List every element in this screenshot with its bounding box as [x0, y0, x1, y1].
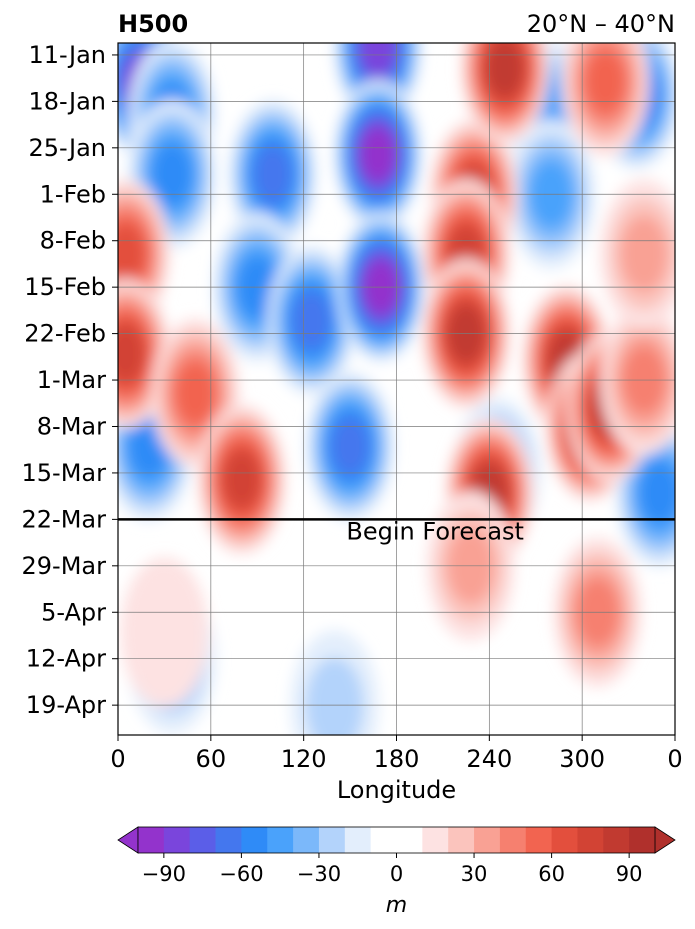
- y-tick-label: 18-Jan: [28, 87, 106, 115]
- colorbar-tick-label: −60: [219, 862, 263, 886]
- anomaly-contour: [487, 43, 523, 96]
- anomaly-contour: [223, 451, 261, 508]
- x-tick-label: 180: [374, 745, 420, 773]
- colorbar-tick-label: 90: [616, 862, 643, 886]
- colorbar-segment: [241, 827, 268, 853]
- y-tick-label: 1-Feb: [40, 180, 106, 208]
- anomaly-contour: [253, 145, 292, 204]
- x-tick-label: 120: [281, 745, 327, 773]
- anomaly-feature: [228, 99, 317, 250]
- colorbar-segment: [448, 827, 475, 853]
- anomaly-contour: [585, 50, 626, 113]
- colorbar-segment: [138, 827, 165, 853]
- anomaly-contour: [360, 43, 396, 76]
- title-right: 20°N – 40°N: [527, 10, 675, 38]
- x-tick-label: 60: [196, 745, 227, 773]
- anomaly-contour: [152, 143, 193, 206]
- colorbar-segment: [163, 827, 191, 853]
- colorbar-segment: [370, 827, 423, 853]
- colorbar-segment: [293, 827, 320, 853]
- colorbar-segment: [577, 827, 604, 853]
- plot-area: [118, 43, 675, 735]
- y-tick-label: 29-Mar: [22, 552, 107, 580]
- anomaly-feature: [151, 318, 240, 469]
- y-tick-label: 25-Jan: [28, 134, 106, 162]
- anomaly-feature: [118, 278, 170, 429]
- anomaly-contour: [305, 657, 364, 735]
- anomaly-feature: [120, 557, 209, 708]
- colorbar-tick-label: 30: [461, 862, 488, 886]
- anomaly-feature: [422, 258, 511, 409]
- colorbar-tick-label: 60: [538, 862, 565, 886]
- colorbar-tick-label: 0: [390, 862, 403, 886]
- colorbar-segment: [215, 827, 242, 853]
- anomaly-contour: [118, 325, 145, 382]
- y-tick-label: 15-Mar: [22, 459, 107, 487]
- y-tick-label: 5-Apr: [41, 598, 106, 626]
- anomaly-feature: [460, 43, 549, 144]
- anomaly-contour: [292, 291, 331, 350]
- title-left: H500: [118, 10, 188, 38]
- colorbar-extend-low: [117, 826, 139, 854]
- colorbar-segment: [267, 827, 294, 853]
- anomaly-feature: [600, 179, 675, 329]
- x-tick-label: 0: [667, 745, 682, 773]
- colorbar-tick-label: −90: [142, 862, 186, 886]
- anomaly-feature: [290, 630, 379, 735]
- anomaly-feature: [306, 371, 395, 522]
- x-axis-label: Longitude: [337, 776, 456, 804]
- colorbar-extend-high: [654, 826, 676, 854]
- colorbar-segment: [318, 827, 346, 853]
- colorbar-segment: [499, 827, 527, 853]
- colorbar-tick-label: −30: [297, 862, 341, 886]
- y-tick-label: 12-Apr: [26, 645, 106, 673]
- x-axis: 0 60 120 180 240 300 0: [110, 735, 683, 773]
- y-axis: 11-Jan 18-Jan 25-Jan 1-Feb 8-Feb 15-Feb 22-Feb…: [22, 41, 118, 719]
- y-tick-label: 22-Feb: [24, 320, 106, 348]
- anomaly-contour: [120, 557, 209, 708]
- anomaly-feature: [333, 79, 422, 230]
- anomaly-feature: [561, 43, 650, 157]
- y-tick-label: 22-Mar: [22, 505, 107, 533]
- y-tick-label: 19-Apr: [26, 691, 106, 719]
- anomaly-contour: [118, 224, 145, 284]
- colorbar-segment: [189, 827, 216, 853]
- y-tick-label: 11-Jan: [28, 41, 106, 69]
- colorbar-segment: [474, 827, 501, 853]
- anomaly-contour: [639, 461, 675, 524]
- x-tick-label: 240: [466, 745, 512, 773]
- x-tick-label: 300: [559, 745, 605, 773]
- colorbar-segment: [603, 827, 630, 853]
- colorbar-segment: [344, 827, 372, 853]
- anomaly-contour: [175, 362, 216, 425]
- y-tick-label: 8-Mar: [37, 412, 106, 440]
- forecast-label: Begin Forecast: [346, 517, 524, 545]
- colorbar-segment: [629, 827, 656, 853]
- y-tick-label: 15-Feb: [24, 273, 106, 301]
- anomaly-contour: [620, 215, 669, 293]
- anomaly-contour: [331, 417, 370, 476]
- y-tick-label: 8-Feb: [40, 227, 106, 255]
- colorbar: −90 −60 −30 0 30 60 90: [117, 826, 676, 886]
- colorbar-segment: [551, 827, 578, 853]
- colorbar-segment: [525, 827, 552, 853]
- colorbar-label: m: [386, 893, 407, 918]
- y-tick-label: 1-Mar: [37, 366, 106, 394]
- colorbar-segment: [422, 827, 449, 853]
- anomaly-contour: [360, 128, 396, 181]
- anomaly-feature: [197, 404, 286, 555]
- x-tick-label: 0: [110, 745, 125, 773]
